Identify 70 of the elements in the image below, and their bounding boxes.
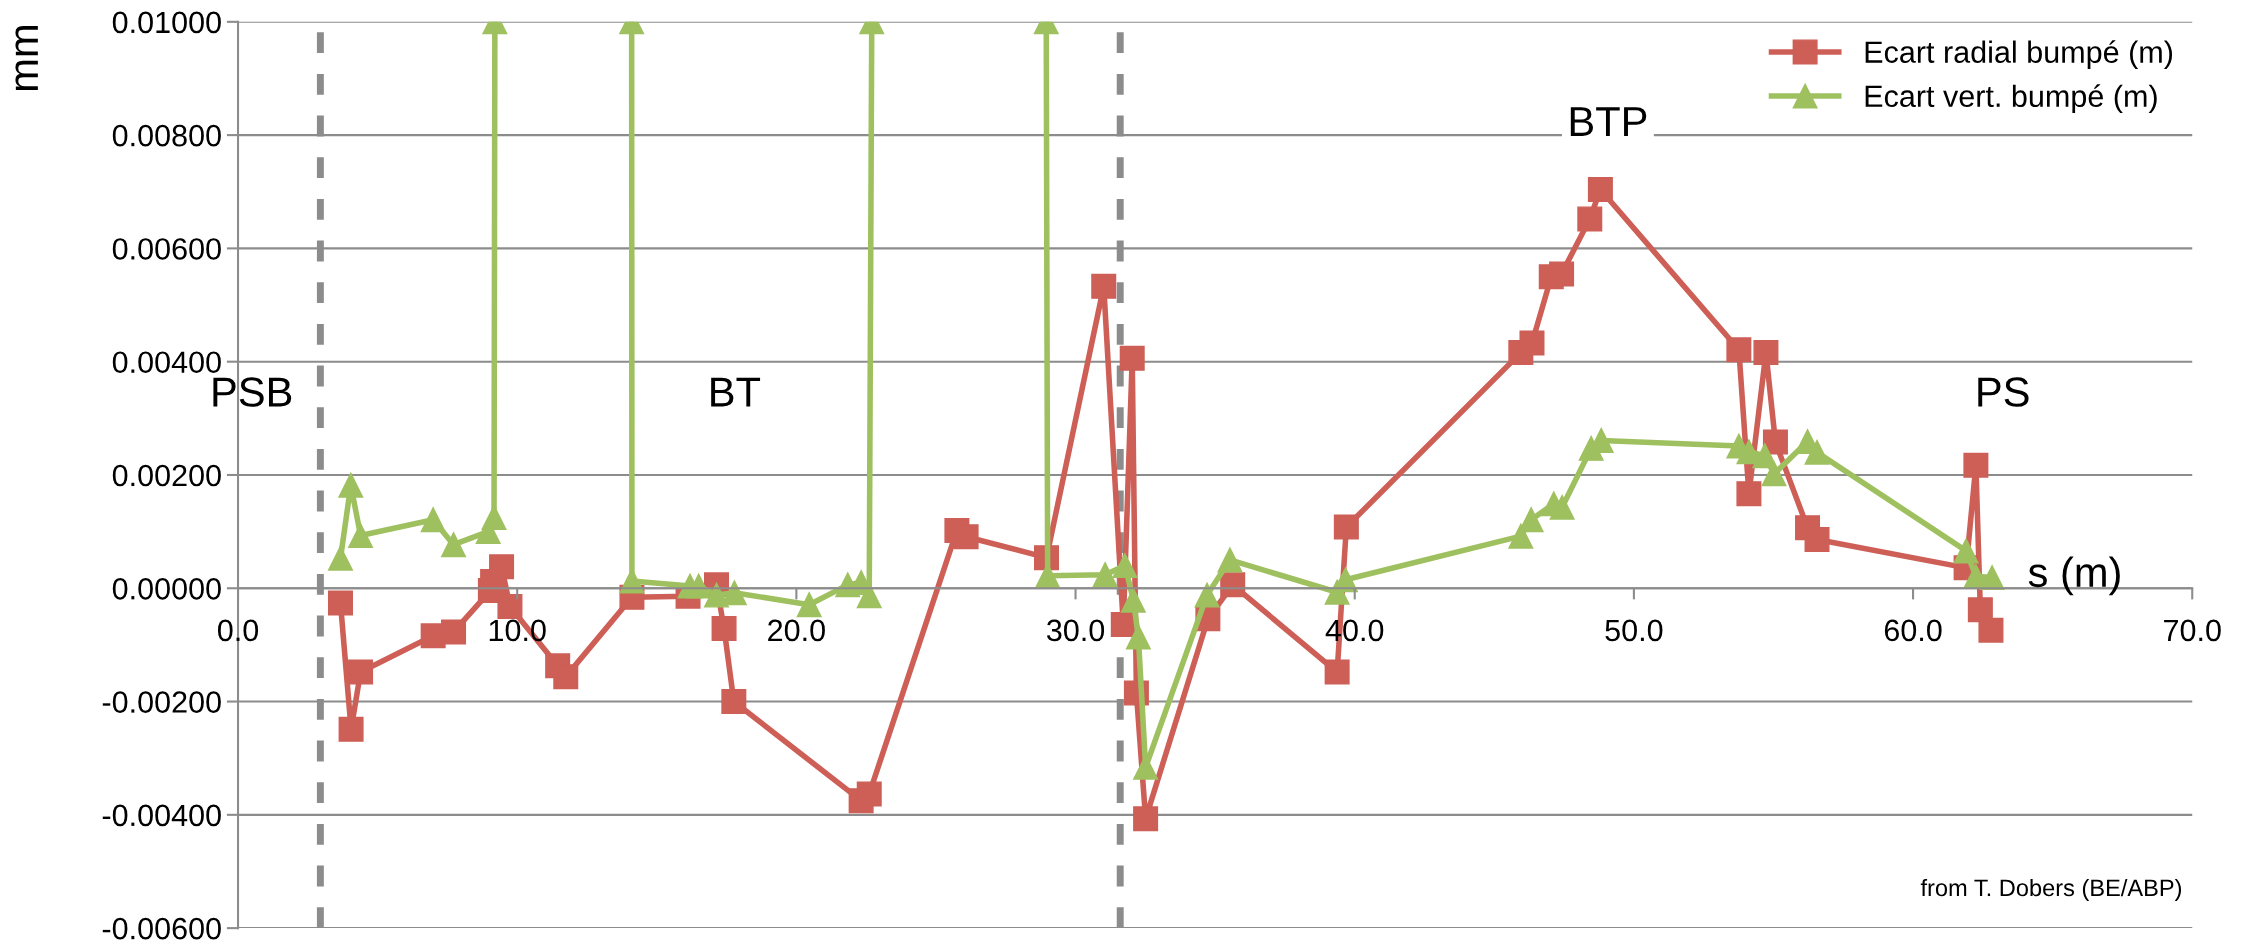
x-tick-label: 70.0 xyxy=(2164,619,2221,642)
y-tick-label: 0.01000 xyxy=(112,11,221,34)
point xyxy=(420,507,446,533)
point xyxy=(1112,553,1138,579)
point xyxy=(721,689,747,715)
point xyxy=(1133,806,1159,832)
x-tick-label: 0.0 xyxy=(217,619,259,642)
point xyxy=(338,472,364,498)
point xyxy=(1762,429,1788,455)
point xyxy=(1519,330,1545,356)
point xyxy=(1953,538,1979,564)
point xyxy=(489,554,515,580)
x-tick-label: 60.0 xyxy=(1884,619,1942,642)
legend-label: Ecart vert. bumpé (m) xyxy=(1865,84,2157,114)
point xyxy=(1967,597,1993,623)
point xyxy=(1753,340,1779,366)
point xyxy=(1508,523,1534,549)
x-tick-label: 20.0 xyxy=(768,619,825,642)
point xyxy=(497,593,523,619)
point xyxy=(1092,562,1118,588)
annotation: from T. Dobers (BE/ABP) xyxy=(1920,878,2182,901)
point xyxy=(1963,452,1989,478)
point xyxy=(348,523,374,549)
point xyxy=(1587,176,1613,202)
point xyxy=(441,532,467,558)
y-tick-label: 0.00600 xyxy=(112,238,221,260)
point xyxy=(1120,587,1146,613)
point xyxy=(1333,514,1359,540)
x-axis-title: s (m) xyxy=(2028,556,2120,596)
y-tick-label: -0.00400 xyxy=(102,804,221,827)
point xyxy=(1549,494,1575,520)
annotation: PS xyxy=(1978,377,2029,407)
point xyxy=(796,592,822,618)
point xyxy=(1804,439,1830,465)
point xyxy=(327,590,353,616)
point xyxy=(1549,261,1575,287)
annotation: PSB xyxy=(213,377,292,407)
y-axis-title: mm xyxy=(15,26,38,91)
point xyxy=(338,716,364,742)
point xyxy=(953,524,979,550)
y-tick-label: -0.00200 xyxy=(102,691,221,713)
point xyxy=(327,545,353,571)
point xyxy=(1804,527,1830,553)
annotation: BT xyxy=(711,377,761,407)
y-tick-label: -0.00600 xyxy=(102,917,221,940)
point xyxy=(856,781,882,807)
point xyxy=(1324,659,1350,685)
point xyxy=(1217,547,1243,573)
point xyxy=(1091,273,1117,299)
point xyxy=(1736,481,1762,507)
annotation: BTP xyxy=(1570,107,1647,136)
y-tick-label: 0.00800 xyxy=(112,124,221,147)
legend-label: Ecart radial bumpé (m) xyxy=(1865,40,2173,69)
y-tick-label: 0.00000 xyxy=(112,578,221,600)
y-tick-label: 0.00200 xyxy=(112,464,221,487)
point xyxy=(1125,624,1151,650)
x-tick-label: 30.0 xyxy=(1046,619,1105,642)
point xyxy=(441,619,467,645)
point xyxy=(1726,337,1752,363)
point xyxy=(711,615,737,641)
point xyxy=(704,582,730,608)
point xyxy=(1761,461,1787,487)
x-tick-label: 50.0 xyxy=(1605,619,1663,642)
point xyxy=(1194,582,1220,608)
point xyxy=(348,659,374,685)
point xyxy=(1978,617,2004,643)
point xyxy=(1577,206,1603,232)
point xyxy=(553,664,579,690)
point xyxy=(1119,345,1145,371)
y-tick-label: 0.00400 xyxy=(112,351,221,374)
